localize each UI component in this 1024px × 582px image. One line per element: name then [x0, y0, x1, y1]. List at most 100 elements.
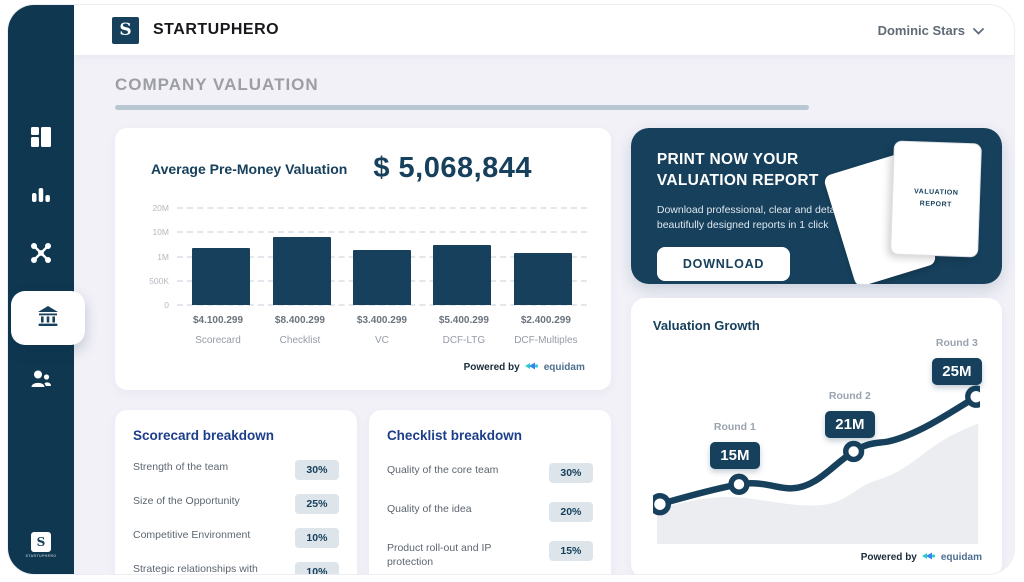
bar-value-label: $3.400.299	[356, 315, 407, 326]
bar-category-label: DCF-Multiples	[514, 335, 578, 346]
powered-by-brand: equidam	[940, 551, 982, 563]
valuation-title: Average Pre-Money Valuation	[151, 160, 348, 177]
breakdown-label: Strategic relationships with partners	[133, 563, 258, 574]
growth-line	[656, 393, 980, 508]
breakdown-label: Competitive Environment	[133, 529, 251, 541]
round2-label: Round 2	[828, 390, 871, 402]
report-cards: VALUATION REPORT	[822, 136, 986, 284]
powered-by-brand: equidam	[543, 361, 585, 373]
print-panel-title: PRINT NOW YOUR VALUATION REPORT	[656, 151, 819, 189]
sidebar-item-network[interactable]	[8, 233, 74, 277]
top-header: S STARTUPHERO Dominic Stars	[74, 5, 1014, 55]
breakdown-item: Size of the Opportunity 25%	[133, 487, 339, 521]
breakdown-value-badge: 15%	[548, 540, 593, 561]
page-title: COMPANY VALUATION	[115, 75, 319, 94]
breakdown-value-badge: 30%	[294, 460, 339, 480]
valuation-panel: Average Pre-Money Valuation $ 5,068,844 …	[115, 128, 611, 390]
round3-label: Round 3	[935, 337, 978, 349]
chevron-down-icon	[973, 23, 984, 38]
left-column: Average Pre-Money Valuation $ 5,068,844 …	[115, 128, 611, 574]
download-button[interactable]: DOWNLOAD	[656, 247, 791, 282]
breakdown-item: Competitive Environment 10%	[133, 521, 339, 555]
round3-value-badge: 25M	[931, 358, 982, 385]
breakdown-value-badge: 10%	[294, 562, 339, 574]
network-icon	[30, 242, 52, 269]
breakdown-item: Quality of the idea 20%	[387, 492, 593, 531]
breakdown-label: Product roll-out and IP protection	[386, 541, 492, 568]
breakdown-value-badge: 20%	[548, 501, 593, 522]
breakdown-item: Quality of the core team 30%	[387, 453, 593, 492]
growth-point-round2	[842, 440, 865, 463]
dashboard-icon	[30, 126, 52, 153]
main-area: S STARTUPHERO Dominic Stars COMPANY VALU…	[74, 5, 1014, 574]
xlabel-cell: $5.400.299 DCF-LTG	[423, 315, 505, 346]
xlabel-cell: $8.400.299 Checklist	[259, 315, 341, 346]
equidam-icon	[921, 548, 936, 566]
valuation-amount: $ 5,068,844	[373, 152, 533, 184]
round2-value-badge: 21M	[824, 411, 875, 438]
growth-line-chart: Round 1 15M Round 2 21M Round 3 25M	[652, 337, 982, 551]
breakdown-value-badge: 10%	[294, 528, 339, 548]
growth-area	[656, 423, 979, 545]
bar-value-label: $5.400.299	[438, 315, 489, 326]
bar-category-label: Checklist	[279, 335, 321, 346]
breakdown-item: Product roll-out and IP protection 15%	[387, 531, 593, 574]
content-area: COMPANY VALUATION Average Pre-Money Valu…	[74, 55, 1014, 574]
checklist-breakdown-panel: Checklist breakdown Quality of the core …	[368, 410, 611, 574]
bar-value-label: $2.400.299	[520, 315, 571, 326]
brand-name: STARTUPHERO	[153, 21, 280, 38]
bar-cell	[261, 237, 341, 305]
sidebar-item-valuation[interactable]	[11, 291, 85, 345]
brand-logo-icon: S	[112, 16, 139, 44]
breakdown-value-badge: 30%	[548, 462, 593, 483]
breakdown-label: Size of the Opportunity	[133, 495, 240, 507]
dashboard-grid: Average Pre-Money Valuation $ 5,068,844 …	[115, 128, 1002, 574]
powered-by-equidam-link[interactable]: Powered by equidam	[861, 548, 982, 566]
bar-dcf-ltg	[433, 245, 492, 305]
powered-by-label: Powered by	[463, 361, 520, 373]
growth-point-round3	[964, 385, 980, 408]
bar-category-label: VC	[374, 335, 389, 346]
sidebar-footer-logo: S STARTUPHERO	[8, 532, 74, 558]
xlabel-cell: $3.400.299 VC	[341, 315, 423, 346]
bar-chart-icon	[30, 184, 52, 211]
ytick-label: 20M	[152, 203, 169, 213]
report-card-label: VALUATION REPORT	[913, 188, 959, 209]
valuation-growth-panel: Valuation Growth Round 1 15	[630, 298, 1002, 574]
sidebar-item-team[interactable]	[8, 359, 74, 403]
print-panel-body: Download professional, clear and detaile…	[656, 203, 855, 232]
ytick-label: 10M	[152, 227, 169, 237]
user-menu[interactable]: Dominic Stars	[878, 23, 984, 38]
sidebar: S STARTUPHERO	[8, 5, 85, 574]
report-card-front: VALUATION REPORT	[890, 140, 982, 258]
sidebar-item-analytics[interactable]	[8, 175, 74, 219]
breakdown-label: Quality of the idea	[386, 502, 472, 515]
bar-vc	[352, 250, 411, 305]
ytick-label: 0	[164, 300, 169, 310]
bar-category-label: Scorecard	[195, 335, 241, 346]
mini-logo-caption: STARTUPHERO	[25, 554, 57, 558]
bank-icon	[37, 305, 59, 332]
ytick-label: 1M	[157, 252, 169, 262]
round1-value-badge: 15M	[709, 442, 760, 469]
bar-cell	[503, 253, 583, 305]
breakdown-value-badge: 25%	[294, 494, 339, 514]
gridline-10m: 10M	[152, 227, 587, 237]
bar-cell	[342, 250, 422, 305]
sidebar-nav	[8, 117, 85, 417]
bars	[181, 207, 583, 305]
users-icon	[30, 368, 52, 395]
growth-point-start	[652, 493, 671, 516]
user-name: Dominic Stars	[877, 22, 965, 38]
print-report-panel: PRINT NOW YOUR VALUATION REPORT Download…	[630, 128, 1002, 284]
bar-dcf-multiples	[513, 253, 572, 305]
powered-by-equidam-link[interactable]: Powered by equidam	[115, 358, 585, 376]
bar-chart-xlabels: $4.100.299 Scorecard $8.400.299 Checklist …	[177, 315, 587, 346]
bar-cell	[181, 248, 261, 305]
title-underline	[115, 105, 809, 110]
brand: S STARTUPHERO	[112, 16, 280, 44]
sidebar-item-dashboard[interactable]	[8, 117, 74, 161]
bar-category-label: DCF-LTG	[442, 335, 486, 346]
growth-point-round1	[728, 473, 750, 496]
gridline-0: 0	[164, 300, 587, 310]
